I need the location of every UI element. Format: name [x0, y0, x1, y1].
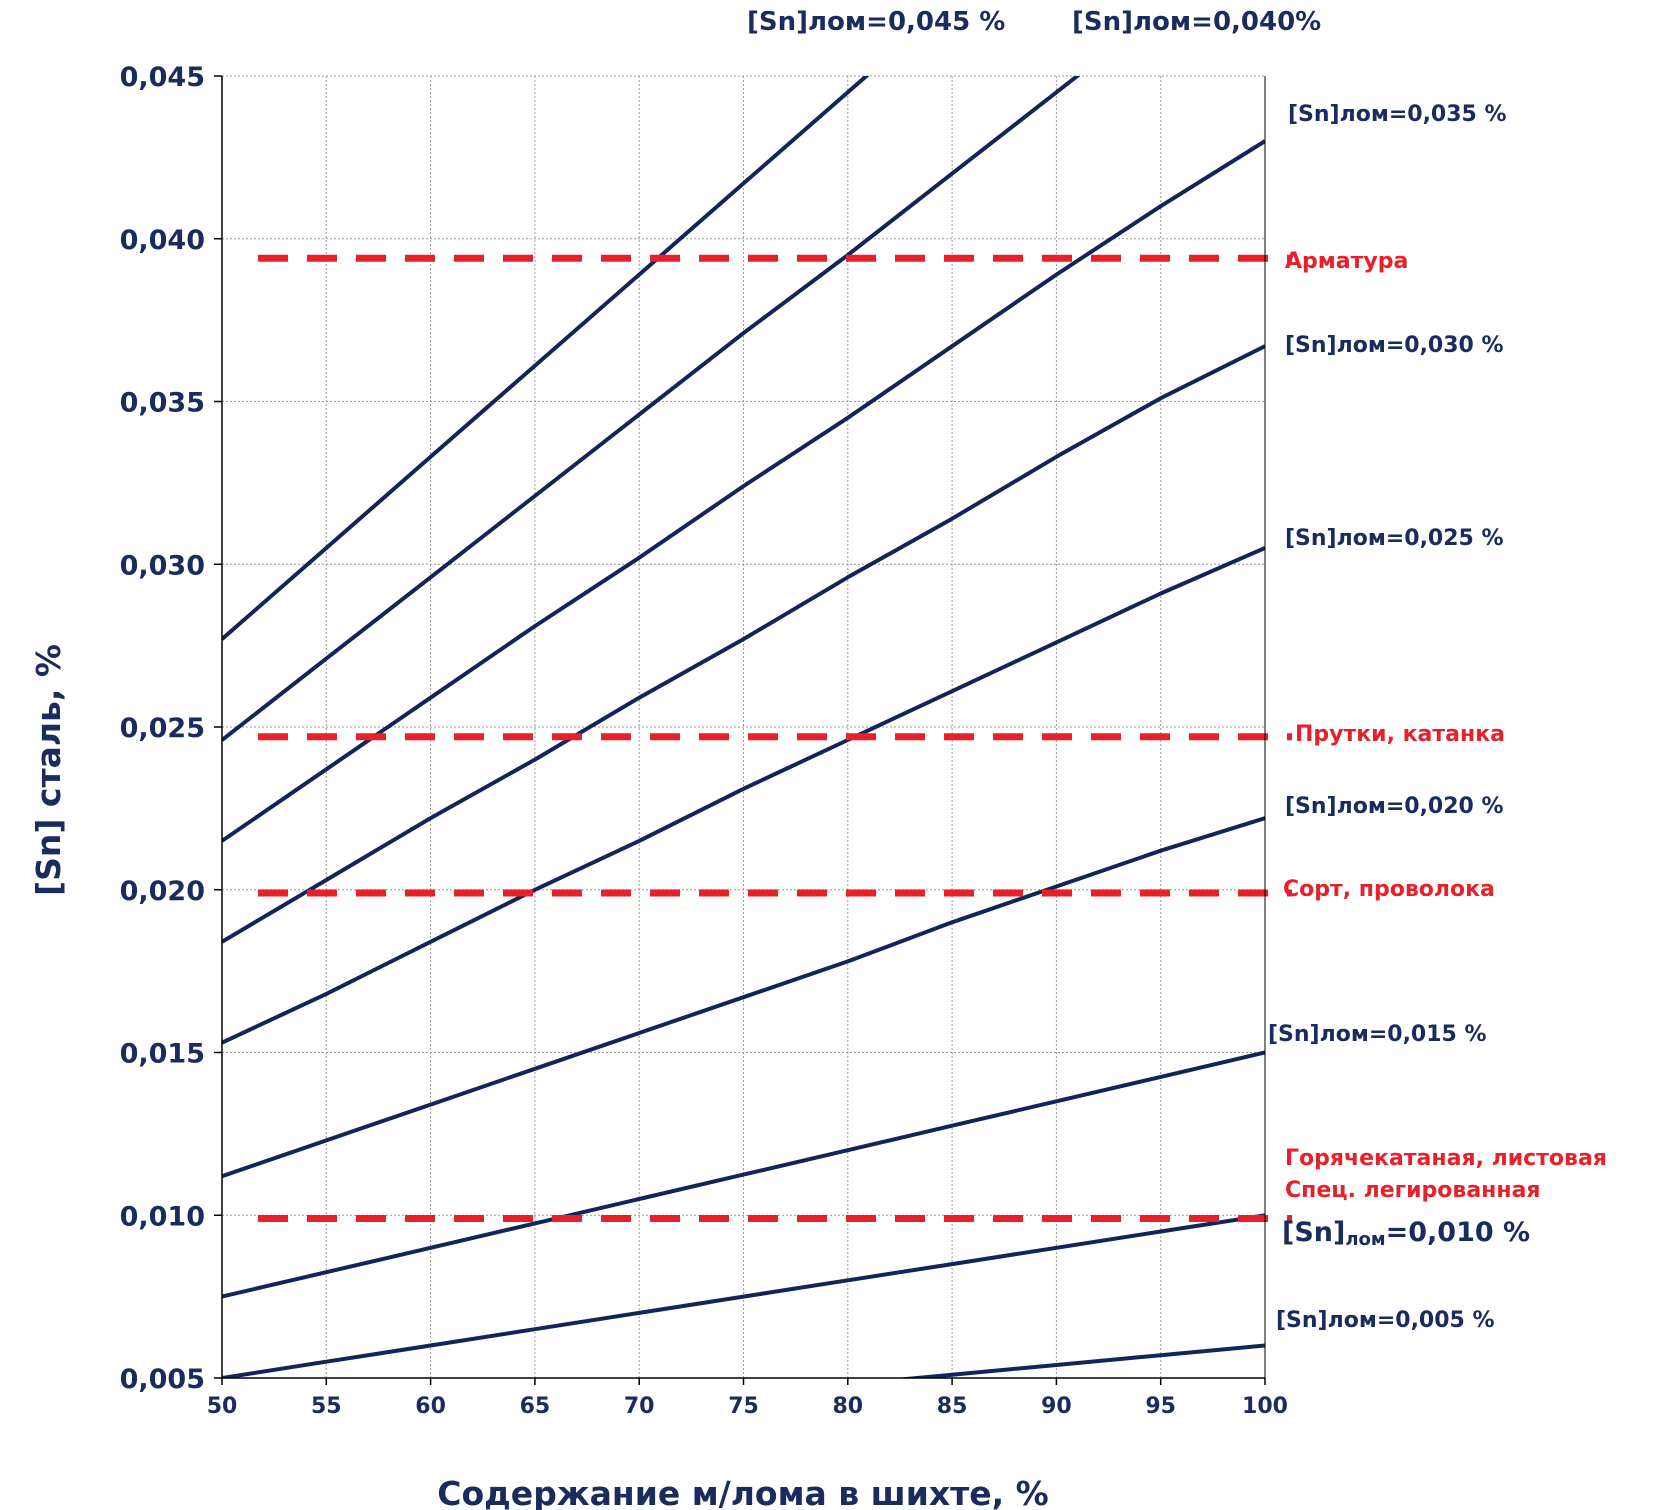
series-label-4: [Sn]лом=0,020 % — [1285, 794, 1504, 819]
threshold-label-4: Горячекатаная, листовая — [1285, 1146, 1607, 1171]
axes — [214, 75, 1266, 1385]
y-tick-label: 0,040 — [120, 225, 205, 256]
series-label-5: [Sn]лом=0,025 % — [1285, 526, 1504, 551]
y-axis-title: [Sn] сталь, % — [29, 644, 68, 896]
threshold-label-4-line2: Спец. легированная — [1285, 1178, 1541, 1203]
x-tick-label: 60 — [415, 1394, 446, 1419]
series-label-2: [Sn]лом=0,010 % — [1282, 1217, 1530, 1250]
series-line-7 — [222, 139, 1265, 843]
series-line-3 — [222, 1050, 1265, 1299]
series-lines — [222, 76, 1265, 1378]
series-line-6 — [222, 344, 1265, 944]
series-label-8: [Sn]лом=0,040% — [1072, 7, 1321, 37]
y-tick-label: 0,025 — [120, 713, 205, 744]
y-tick-label: 0,045 — [120, 62, 205, 93]
y-tick-label: 0,020 — [120, 876, 205, 907]
series-line-5 — [222, 546, 1265, 1045]
y-tick-label: 0,010 — [120, 1201, 205, 1232]
x-tick-label: 100 — [1242, 1394, 1288, 1419]
y-tick-label: 0,035 — [120, 388, 205, 419]
series-label-7: [Sn]лом=0,035 % — [1288, 102, 1507, 127]
y-tick-label: 0,005 — [120, 1364, 205, 1395]
x-tick-label: 70 — [624, 1394, 655, 1419]
threshold-label-2: Прутки, катанка — [1295, 722, 1505, 747]
series-label-6: [Sn]лом=0,030 % — [1285, 333, 1504, 358]
x-tick-label: 80 — [832, 1394, 863, 1419]
x-tick-label: 50 — [207, 1394, 238, 1419]
x-tick-labels: 50 55 60 65 70 75 80 85 90 95 100 — [207, 1394, 1288, 1419]
threshold-label-1: Арматура — [1285, 249, 1408, 274]
series-line-4 — [222, 816, 1265, 1179]
x-tick-label: 55 — [311, 1394, 342, 1419]
threshold-lines — [258, 254, 1292, 1223]
series-label-9: [Sn]лом=0,045 % — [747, 7, 1005, 37]
series-label-3: [Sn]лом=0,015 % — [1268, 1022, 1487, 1047]
x-tick-label: 65 — [520, 1394, 551, 1419]
y-tick-label: 0,015 — [120, 1039, 205, 1070]
x-tick-label: 95 — [1145, 1394, 1176, 1419]
series-labels: [Sn]лом=0,005 % [Sn]лом=0,010 % [Sn]лом=0,… — [747, 7, 1530, 1333]
series-line-2 — [222, 1213, 1265, 1378]
series-line-8 — [222, 76, 1081, 742]
x-axis-title: Содержание м/лома в шихте, % — [437, 1474, 1048, 1510]
y-tick-labels: 0,005 0,010 0,015 0,020 0,025 0,030 0,035 0,040… — [120, 62, 205, 1395]
series-line-1 — [895, 1343, 1265, 1378]
series-line-9 — [222, 76, 870, 641]
threshold-labels: Арматура Прутки, катанка Сорт, проволока Го… — [1283, 249, 1607, 1203]
y-tick-label: 0,030 — [120, 550, 205, 581]
x-tick-label: 90 — [1041, 1394, 1072, 1419]
series-label-1: [Sn]лом=0,005 % — [1276, 1308, 1495, 1333]
x-tick-label: 85 — [937, 1394, 968, 1419]
threshold-label-3: Сорт, проволока — [1283, 877, 1495, 902]
x-tick-label: 75 — [728, 1394, 759, 1419]
